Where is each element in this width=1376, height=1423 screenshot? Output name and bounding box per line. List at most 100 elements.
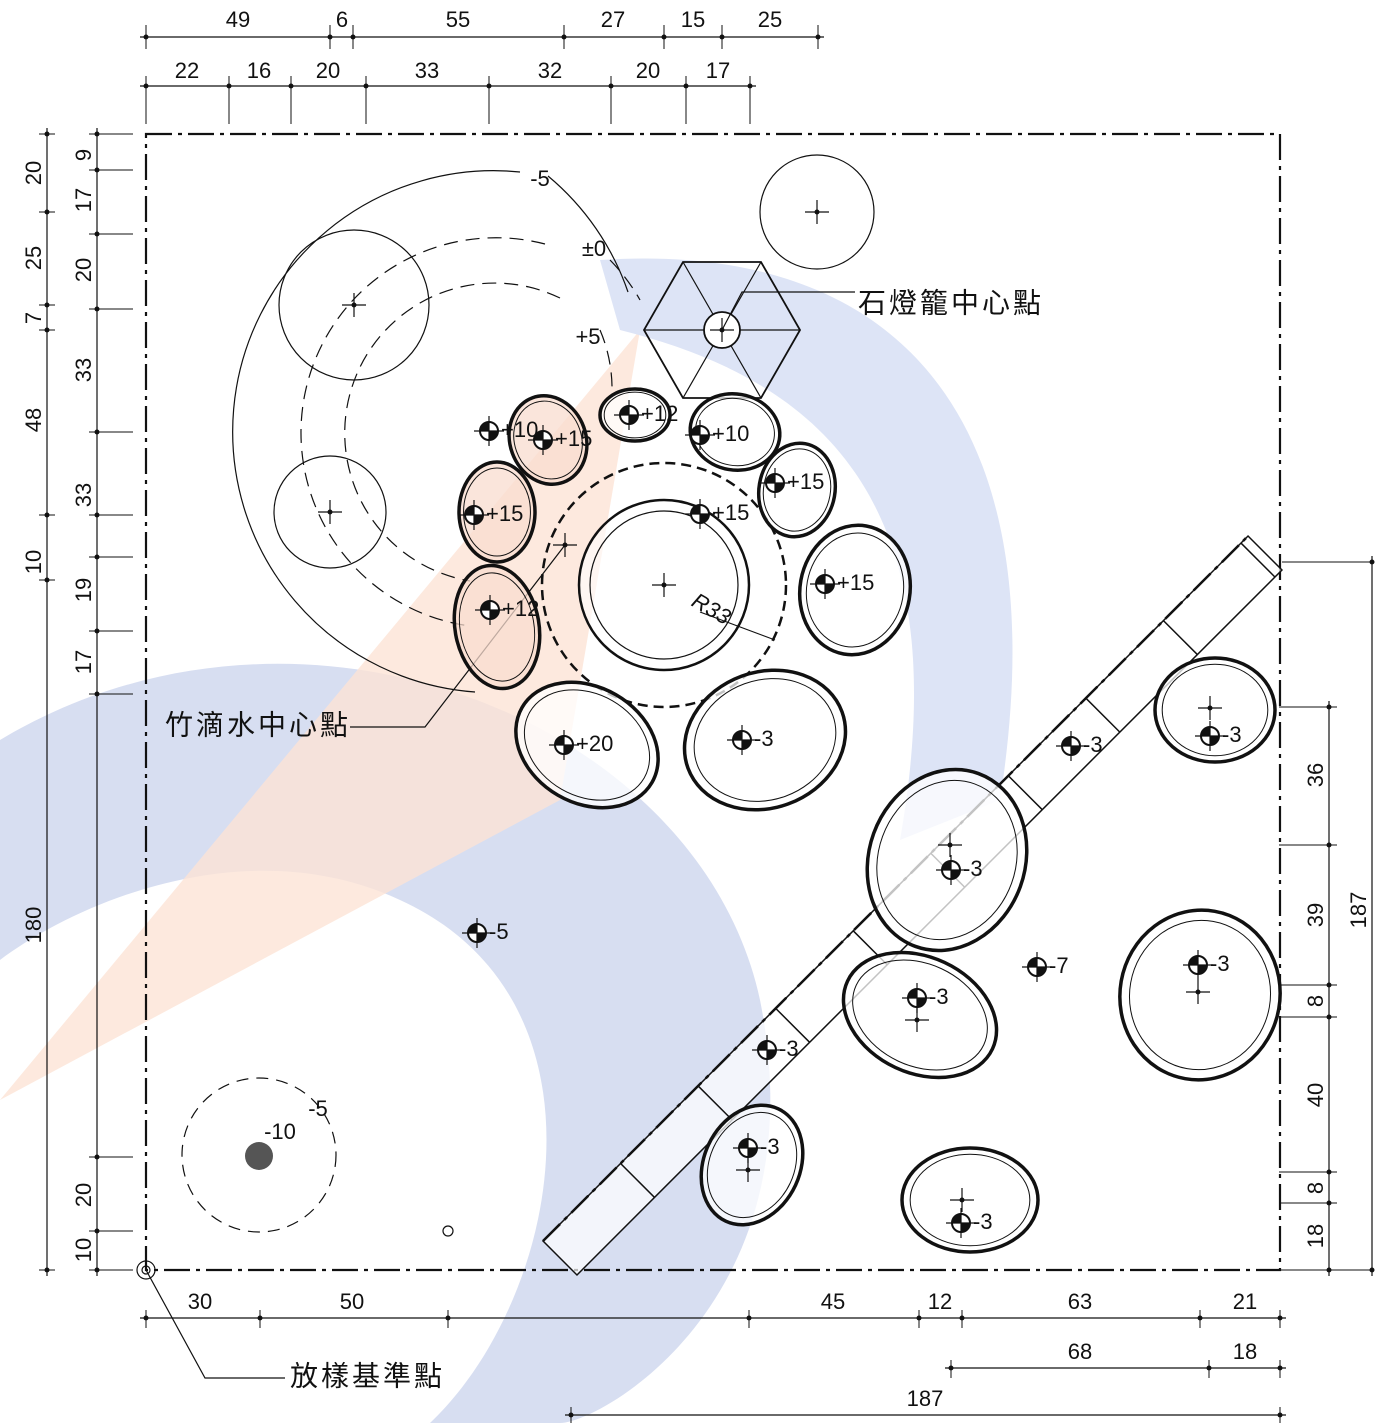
elevation-marker	[549, 730, 579, 760]
leader-line	[145, 1269, 285, 1379]
annotation: 放樣基準點	[290, 1360, 445, 1393]
stone-edge	[762, 448, 832, 532]
stone-edge	[603, 391, 667, 439]
drain	[245, 1142, 273, 1170]
elevation-marker	[766, 474, 784, 492]
leader-line	[721, 291, 855, 331]
elevation-marker	[620, 406, 638, 424]
dimension-label: 187	[1346, 892, 1371, 929]
elevation-marker	[952, 1214, 970, 1232]
elevation-marker	[685, 420, 715, 450]
elevation-label: -3	[973, 1209, 993, 1234]
elevation-label: +12	[641, 401, 678, 426]
elevation-marker	[475, 595, 505, 625]
elevation-marker	[733, 1133, 763, 1163]
contour-label: -5	[308, 1096, 328, 1121]
elevation-label: -3	[929, 984, 949, 1009]
elevation-label: +12	[502, 596, 539, 621]
elevation-marker	[1062, 737, 1080, 755]
annotation: 竹滴水中心點	[165, 709, 351, 742]
dimension-label: 15	[681, 7, 705, 32]
dimension-label: 25	[758, 7, 782, 32]
elevation-marker	[685, 499, 715, 529]
elevation-marker	[1183, 950, 1213, 980]
elevation-marker	[614, 400, 644, 430]
elevation-marker	[946, 1208, 976, 1238]
dimension-label: 20	[71, 1183, 96, 1207]
dimension-label: 187	[907, 1386, 944, 1411]
center-dot	[562, 542, 568, 548]
basin-outline	[540, 461, 788, 709]
dimension-label: 12	[928, 1289, 952, 1314]
elevation-label: -5	[489, 919, 509, 944]
elevation-marker	[468, 924, 486, 942]
dimension-label: 18	[1233, 1339, 1257, 1364]
dimension-label: 30	[188, 1289, 212, 1314]
dimension-label: 49	[226, 7, 250, 32]
dimension-label: 20	[21, 161, 46, 185]
dimension-label: 17	[71, 650, 96, 674]
contour	[232, 170, 521, 693]
elevation-marker	[727, 725, 757, 755]
small-drain	[442, 1225, 454, 1237]
elevation-label: +15	[486, 501, 523, 526]
radius-line	[699, 611, 776, 641]
path-joint	[1007, 775, 1043, 811]
elevation-marker	[528, 425, 558, 455]
drain-area	[181, 1077, 337, 1233]
contour	[547, 175, 629, 293]
stone	[1118, 908, 1282, 1082]
elevation-marker	[902, 983, 932, 1013]
dimension-label: 9	[71, 149, 96, 161]
dimension-label: 6	[336, 7, 348, 32]
elevation-label: -3	[1083, 732, 1103, 757]
elevation-marker	[691, 426, 709, 444]
elevation-marker	[1056, 731, 1086, 761]
dimension-label: 19	[71, 578, 96, 602]
dimension-label: 20	[71, 258, 96, 282]
dimension-label: 39	[1303, 903, 1328, 927]
path-joint	[1162, 620, 1198, 656]
reference-point	[141, 1265, 151, 1275]
elevation-marker	[1201, 727, 1219, 745]
elevation-label: -3	[754, 726, 774, 751]
contour	[599, 329, 613, 393]
stone	[457, 460, 537, 564]
center-dot	[745, 1167, 751, 1173]
stone-edge	[1161, 663, 1269, 757]
elevation-marker	[758, 1041, 776, 1059]
contour	[344, 282, 561, 582]
elevation-label: +15	[712, 500, 749, 525]
contour-label: ±0	[582, 236, 606, 261]
contour-label: -10	[264, 1119, 296, 1144]
dimension-label: 48	[21, 408, 46, 432]
dimension-label: 180	[21, 907, 46, 944]
dimension-label: 10	[21, 550, 46, 574]
stone-edge	[1128, 919, 1272, 1071]
tree	[273, 455, 387, 569]
elevation-marker	[1028, 958, 1046, 976]
annotation: 石燈籠中心點	[858, 287, 1044, 320]
stone	[699, 1103, 805, 1227]
elevation-label: -3	[760, 1134, 780, 1159]
center-dot	[327, 509, 333, 515]
elevation-marker	[474, 416, 504, 446]
center-dot	[1195, 989, 1201, 995]
stone-edge	[876, 779, 1018, 941]
center-dot	[959, 1197, 965, 1203]
elevation-marker	[691, 505, 709, 523]
dimension-label: 55	[446, 7, 470, 32]
elevation-label: +20	[576, 731, 613, 756]
elevation-label: +15	[555, 426, 592, 451]
elevation-marker	[739, 1139, 757, 1157]
dimension-label: 18	[1303, 1224, 1328, 1248]
dimension-label: 10	[71, 1238, 96, 1262]
dimension-label: 21	[1233, 1289, 1257, 1314]
basin-inner	[589, 510, 739, 660]
elevation-label: +10	[501, 417, 538, 442]
reference-point	[136, 1260, 156, 1280]
dimension-label: 7	[21, 312, 46, 324]
elevation-marker	[733, 731, 751, 749]
dimension-label: 16	[247, 58, 271, 83]
